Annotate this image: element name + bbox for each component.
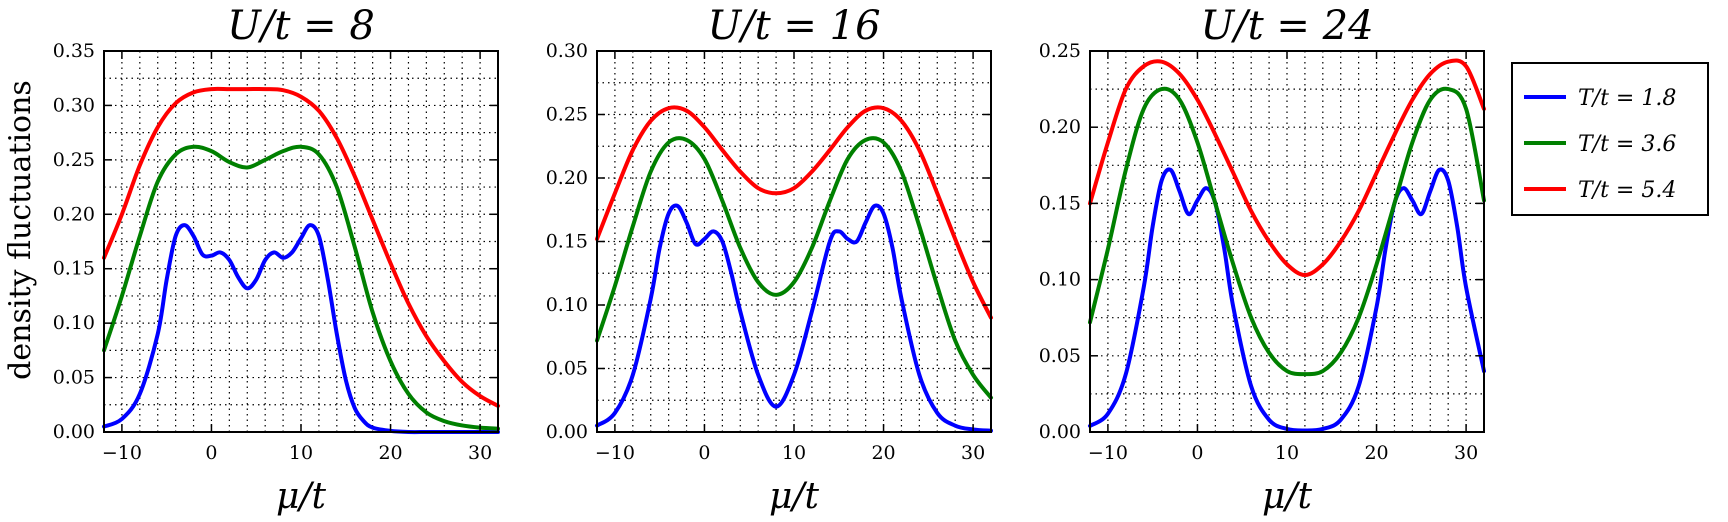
series-line-3 [102,86,500,408]
x-tick-label: 30 [1454,442,1478,464]
y-tick-label: 0.30 [53,94,95,116]
y-tick-label: 0.05 [1039,345,1081,367]
y-tick-label: 0.10 [1039,269,1081,291]
y-tick-label: 0.00 [546,421,588,443]
x-tick-label: 10 [289,442,313,464]
y-tick-label: 0.35 [53,40,95,62]
y-tick-label: 0.10 [53,312,95,334]
x-tick-label: −10 [102,442,142,464]
x-tick-label: 20 [871,442,895,464]
y-tick-label: 0.00 [1039,421,1081,443]
series-line-3 [595,105,993,320]
y-tick-label: 0.15 [53,258,95,280]
y-tick-label: 0.30 [546,40,588,62]
y-tick-label: 0.10 [546,294,588,316]
x-tick-label: 20 [378,442,402,464]
x-axis-label: μ/t [1262,476,1313,517]
series-line-1 [102,223,500,435]
x-tick-label: 0 [698,442,710,464]
y-tick-label: 0.20 [53,203,95,225]
y-tick-label: 0.20 [1039,116,1081,138]
x-tick-label: −10 [1088,442,1128,464]
series-line-2 [1088,86,1486,377]
y-tick-label: 0.25 [1039,40,1081,62]
legend-label: T/t = 5.4 [1578,178,1676,203]
panel-2: −10 0 10 20 30 0.00 0.05 0.10 0.15 0.20 0.25 0.30 U/… [546,3,993,517]
y-tick-label: 0.25 [546,104,588,126]
x-tick-label: 0 [1191,442,1203,464]
chart-title: U/t = 16 [707,3,880,49]
chart-title: U/t = 24 [1200,3,1373,49]
panel-1: −10 0 10 20 30 0.00 0.05 0.10 0.15 0.20 0.25 0.30 0.… [53,3,500,517]
x-tick-label: −10 [595,442,635,464]
series-line-3 [1088,58,1486,278]
panel-3: −10 0 10 20 30 0.00 0.05 0.10 0.15 0.20 0.25 U/t = … [1039,3,1486,517]
y-tick-label: 0.25 [53,149,95,171]
legend-label: T/t = 1.8 [1578,86,1676,111]
series-line-1 [595,203,993,433]
series-line-2 [595,136,993,400]
legend: T/t = 1.8 T/t = 3.6 T/t = 5.4 [1511,62,1709,216]
x-tick-label: 0 [205,442,217,464]
x-tick-label: 30 [468,442,492,464]
chart-title: U/t = 8 [227,3,375,49]
x-axis-label: μ/t [276,476,327,517]
series-line-2 [102,144,500,431]
legend-label: T/t = 3.6 [1578,132,1676,157]
y-tick-label: 0.20 [546,167,588,189]
x-axis-label: μ/t [769,476,820,517]
x-tick-label: 30 [961,442,985,464]
y-axis-label: density fluctuations [3,80,38,380]
x-tick-label: 10 [1275,442,1299,464]
y-tick-label: 0.05 [53,367,95,389]
x-tick-label: 10 [782,442,806,464]
y-tick-label: 0.15 [546,231,588,253]
y-tick-label: 0.05 [546,358,588,380]
y-tick-label: 0.15 [1039,192,1081,214]
x-tick-label: 20 [1364,442,1388,464]
y-tick-label: 0.00 [53,421,95,443]
